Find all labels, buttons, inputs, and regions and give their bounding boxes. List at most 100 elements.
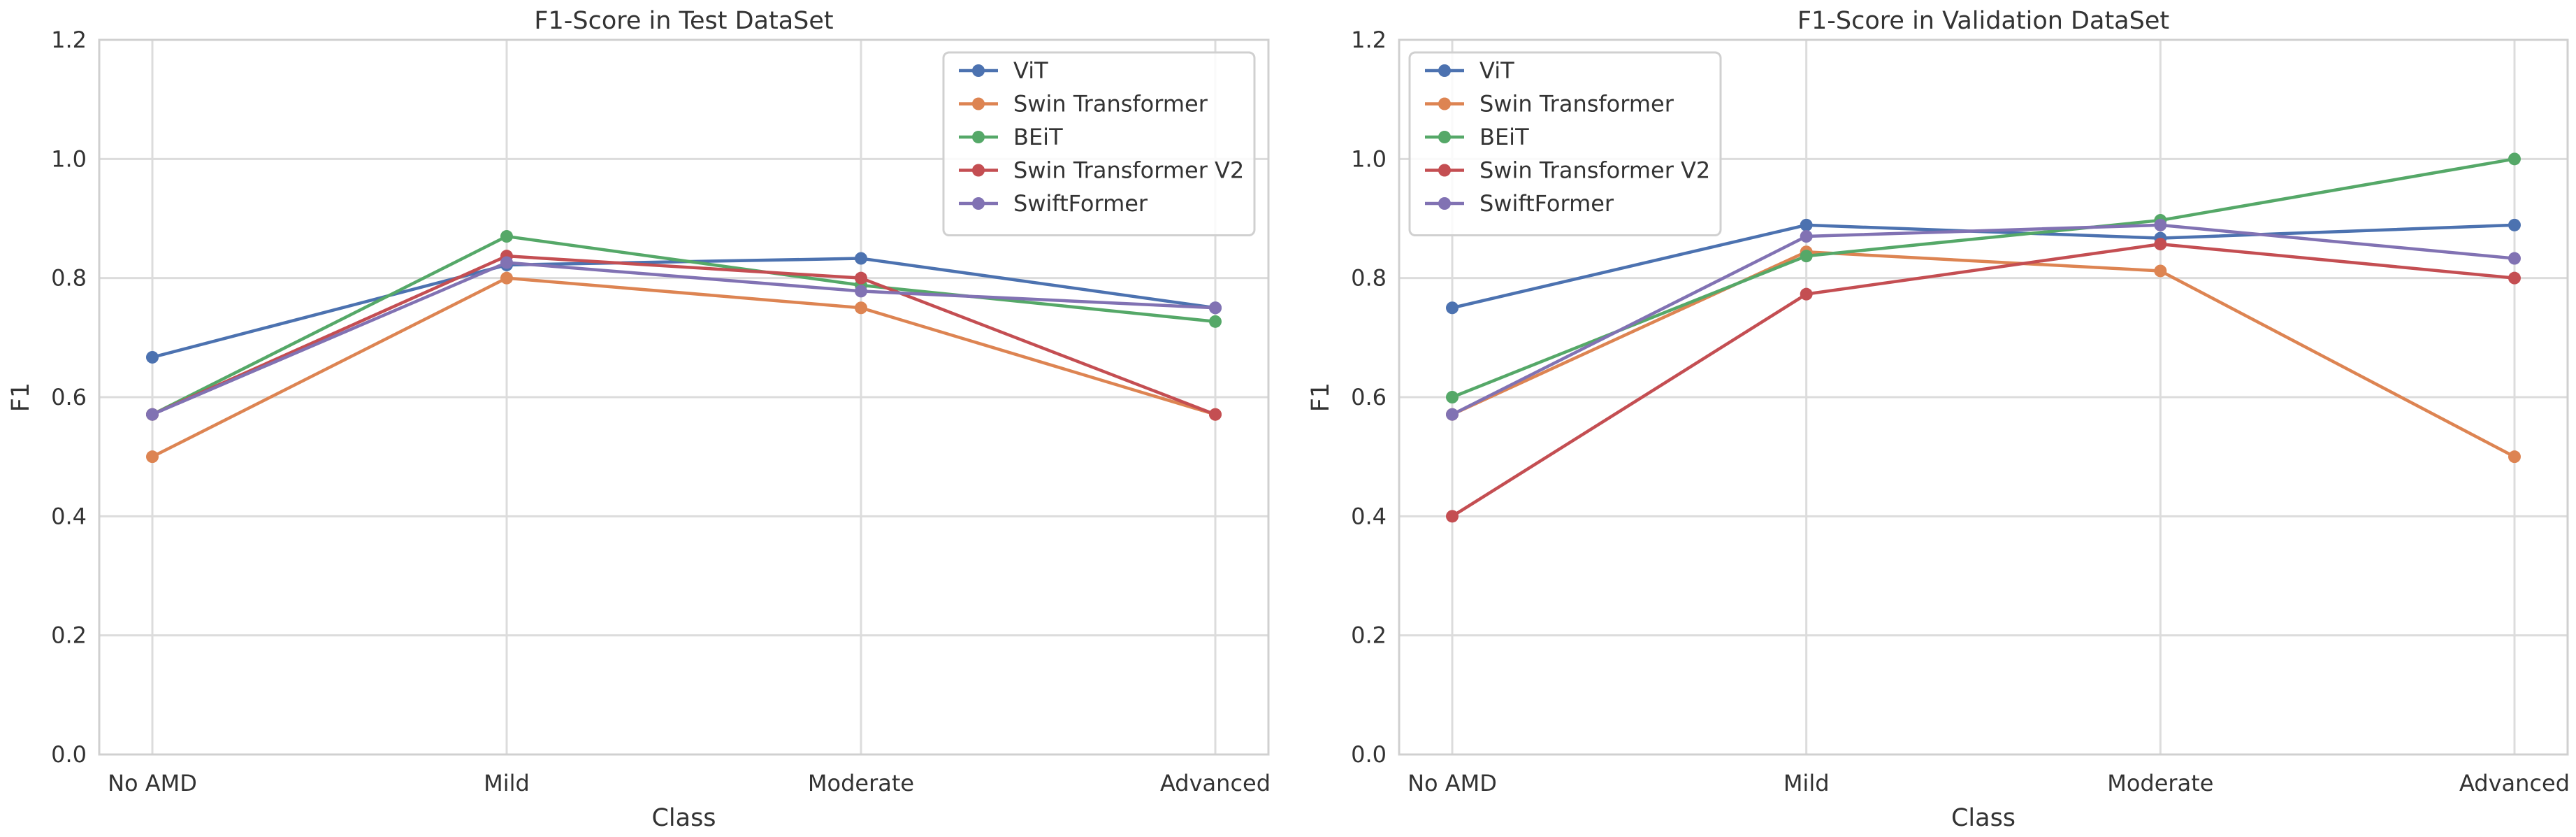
chart-title: F1-Score in Validation DataSet [1797, 7, 2169, 35]
x-axis-label: Class [651, 804, 716, 832]
legend-label: ViT [1013, 57, 1048, 84]
series-line-swin-transformer [151, 276, 1216, 459]
y-axis-label: F1 [7, 382, 35, 412]
data-point-vit-no-amd [1446, 301, 1459, 315]
y-tick-label: 1.2 [51, 27, 87, 53]
data-point-swiftformer-moderate [2154, 218, 2167, 231]
data-point-vit-advanced [2508, 218, 2521, 231]
data-point-beit-mild [500, 230, 513, 243]
series-line-swiftformer [152, 261, 1216, 416]
y-tick-label: 0.8 [51, 265, 87, 292]
data-point-swiftformer-advanced [1209, 301, 1222, 315]
data-point-swin-transformer-v2-moderate [2154, 238, 2167, 251]
x-tick-label-advanced: Advanced [2459, 770, 2570, 796]
legend-item-vit: ViT [1425, 57, 1514, 84]
y-tick-label: 1.0 [1351, 145, 1387, 172]
data-point-swin-transformer-v2-advanced [1209, 408, 1222, 421]
legend-item-swiftformer: SwiftFormer [959, 190, 1148, 217]
y-tick-label: 0.6 [1351, 384, 1387, 410]
legend-label: Swin Transformer [1479, 91, 1674, 117]
legend-swatch-marker [1438, 64, 1451, 77]
legend-item-vit: ViT [959, 57, 1048, 84]
legend-label: Swin Transformer [1013, 91, 1208, 117]
legend-swatch-marker [972, 197, 985, 210]
y-tick-label: 0.6 [51, 384, 87, 410]
legend-label: ViT [1479, 57, 1514, 84]
legend-label: BEiT [1479, 124, 1529, 150]
legend-item-swin-transformer: Swin Transformer [1425, 91, 1674, 117]
data-point-swiftformer-no-amd [1446, 408, 1459, 421]
legend-item-beit: BEiT [959, 124, 1063, 150]
series-swin-transformer-v2 [1446, 238, 2521, 523]
legend-swatch-marker [1438, 131, 1451, 143]
data-point-swin-transformer-v2-mild [1800, 287, 1813, 301]
series-line-swin-transformer [1452, 250, 2516, 459]
data-point-beit-advanced [1209, 315, 1222, 328]
data-point-beit-no-amd [1446, 391, 1459, 403]
data-point-swiftformer-moderate [855, 285, 867, 298]
data-point-swiftformer-mild [1800, 230, 1813, 243]
y-tick-label: 1.0 [51, 145, 87, 172]
data-point-beit-advanced [2508, 152, 2521, 166]
x-tick-label-no-amd: No AMD [108, 770, 197, 796]
legend-box [1408, 51, 1722, 236]
x-tick-label-advanced: Advanced [1160, 770, 1271, 796]
y-tick-label: 0.2 [51, 622, 87, 649]
data-point-swin-transformer-v2-moderate [855, 271, 867, 285]
series-line-swin-transformer-v2 [152, 254, 1216, 416]
legend-label: BEiT [1013, 124, 1063, 150]
legend-item-swin-transformer: Swin Transformer [959, 91, 1208, 117]
plot-frame [98, 38, 1270, 756]
data-point-swin-transformer-mild [500, 271, 513, 285]
y-tick-label: 0.4 [1351, 503, 1387, 529]
data-point-swin-transformer-v2-no-amd [1446, 510, 1459, 523]
x-tick-label-moderate: Moderate [2107, 770, 2213, 796]
legend-label: Swin Transformer V2 [1013, 157, 1244, 184]
data-point-swiftformer-no-amd [146, 408, 159, 421]
x-tick-label-moderate: Moderate [808, 770, 914, 796]
data-point-swiftformer-mild [500, 256, 513, 269]
plot-frame [1398, 38, 2569, 756]
x-tick-label-no-amd: No AMD [1408, 770, 1497, 796]
series-swiftformer [1446, 218, 2521, 421]
data-point-vit-moderate [855, 252, 867, 265]
chart-title: F1-Score in Test DataSet [534, 7, 833, 35]
y-tick-label: 0.2 [1351, 622, 1387, 649]
legend-label: SwiftFormer [1013, 190, 1148, 217]
data-point-beit-mild [1800, 250, 1813, 263]
x-axis-label: Class [1951, 804, 2016, 832]
data-point-swin-transformer-no-amd [146, 450, 159, 464]
y-axis-label: F1 [1307, 382, 1335, 412]
y-tick-label: 0.8 [1351, 265, 1387, 292]
y-tick-label: 0.0 [1351, 741, 1387, 768]
data-point-vit-no-amd [146, 350, 159, 364]
x-tick-label-mild: Mild [1783, 770, 1830, 796]
data-point-swin-transformer-advanced [2508, 450, 2521, 464]
series-swiftformer [146, 256, 1222, 421]
legend-box [942, 51, 1256, 236]
legend: ViT Swin Transformer BEiT Swin Transformer … [942, 51, 1256, 236]
series-line-beit [151, 234, 1216, 416]
legend-swatch-marker [972, 97, 985, 110]
series-line-swiftformer [1451, 223, 2515, 416]
data-point-vit-mild [1800, 218, 1813, 231]
legend-item-swiftformer: SwiftFormer [1425, 190, 1614, 217]
chart-panel-1: 0.0 0.2 0.4 0.6 0.8 1.0 1.2 No AMD Mild Moderate A… [7, 7, 1271, 832]
legend-swatch-marker [1438, 97, 1451, 110]
legend-swatch-marker [972, 64, 985, 77]
data-point-swin-transformer-moderate [2154, 264, 2167, 278]
legend-label: Swin Transformer V2 [1479, 157, 1710, 184]
y-tick-label: 1.2 [1351, 27, 1387, 53]
legend-item-beit: BEiT [1425, 124, 1529, 150]
y-tick-label: 0.4 [51, 503, 87, 529]
legend-swatch-marker [1438, 197, 1451, 210]
legend-swatch-marker [972, 131, 985, 143]
legend-label: SwiftFormer [1479, 190, 1614, 217]
legend-swatch-marker [972, 164, 985, 177]
data-point-swin-transformer-v2-advanced [2508, 271, 2521, 285]
legend-item-swin-transformer-v2: Swin Transformer V2 [1425, 157, 1710, 184]
data-point-swin-transformer-moderate [855, 301, 867, 315]
legend-item-swin-transformer-v2: Swin Transformer V2 [959, 157, 1244, 184]
legend: ViT Swin Transformer BEiT Swin Transformer … [1408, 51, 1722, 236]
